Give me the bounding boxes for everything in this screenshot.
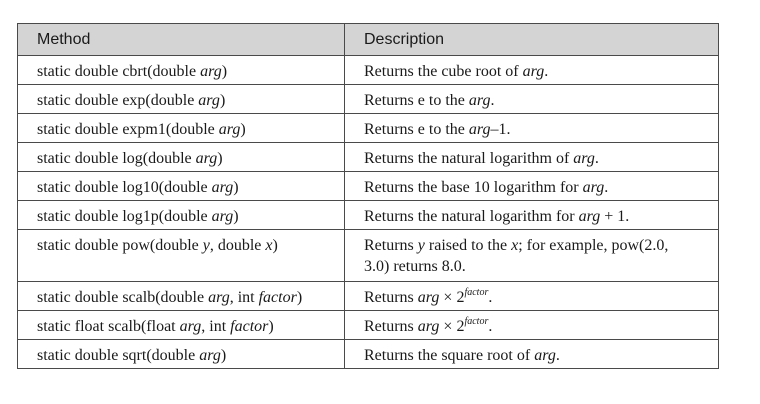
- description-cell: Returns e to the arg–1.: [344, 113, 719, 143]
- method-cell: static double log(double arg): [17, 142, 345, 172]
- description-cell: Returns y raised to the x; for example, …: [344, 229, 719, 282]
- table-row: static double exp(double arg) Returns e …: [17, 84, 719, 114]
- math-methods-table: Method Description static double cbrt(do…: [17, 23, 719, 369]
- method-cell: static double pow(double y, double x): [17, 229, 345, 282]
- description-cell: Returns arg × 2factor.: [344, 281, 719, 311]
- table-row: static double cbrt(double arg) Returns t…: [17, 55, 719, 85]
- method-cell: static double log1p(double arg): [17, 200, 345, 230]
- method-cell: static double log10(double arg): [17, 171, 345, 201]
- method-cell: static double scalb(double arg, int fact…: [17, 281, 345, 311]
- description-cell: Returns the cube root of arg.: [344, 55, 719, 85]
- header-method: Method: [17, 23, 345, 56]
- description-cell: Returns e to the arg.: [344, 84, 719, 114]
- table-row: static double pow(double y, double x) Re…: [17, 229, 719, 282]
- method-cell: static double cbrt(double arg): [17, 55, 345, 85]
- header-description: Description: [344, 23, 719, 56]
- table-row: static double scalb(double arg, int fact…: [17, 281, 719, 311]
- description-cell: Returns the square root of arg.: [344, 339, 719, 369]
- table-row: static double expm1(double arg) Returns …: [17, 113, 719, 143]
- method-cell: static float scalb(float arg, int factor…: [17, 310, 345, 340]
- table-row: static float scalb(float arg, int factor…: [17, 310, 719, 340]
- method-cell: static double expm1(double arg): [17, 113, 345, 143]
- table-row: static double sqrt(double arg) Returns t…: [17, 339, 719, 369]
- description-cell: Returns the natural logarithm of arg.: [344, 142, 719, 172]
- description-cell: Returns the base 10 logarithm for arg.: [344, 171, 719, 201]
- description-cell: Returns the natural logarithm for arg + …: [344, 200, 719, 230]
- table-header-row: Method Description: [17, 23, 719, 56]
- method-cell: static double exp(double arg): [17, 84, 345, 114]
- method-cell: static double sqrt(double arg): [17, 339, 345, 369]
- description-cell: Returns arg × 2factor.: [344, 310, 719, 340]
- table-row: static double log10(double arg) Returns …: [17, 171, 719, 201]
- table-row: static double log1p(double arg) Returns …: [17, 200, 719, 230]
- table-row: static double log(double arg) Returns th…: [17, 142, 719, 172]
